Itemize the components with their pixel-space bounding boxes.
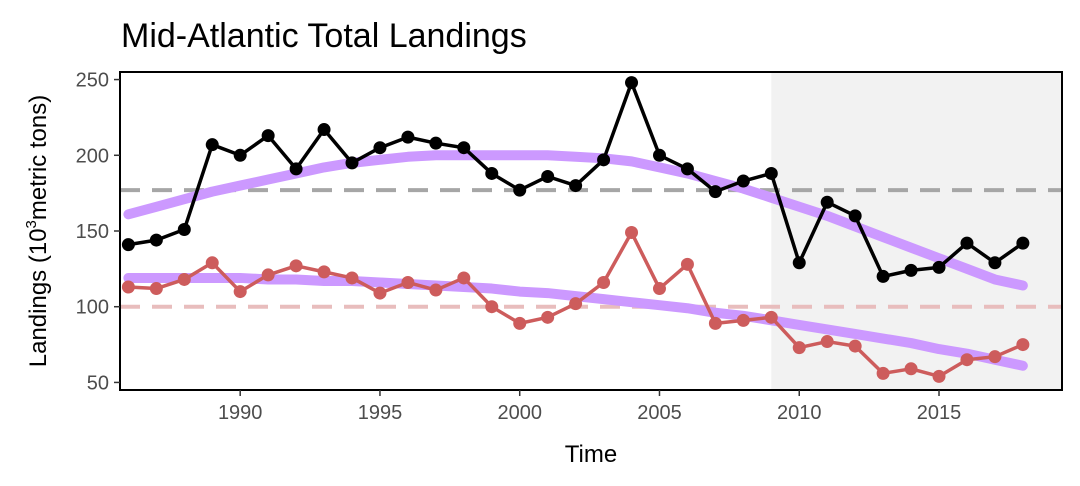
data-point bbox=[820, 335, 834, 349]
data-point bbox=[736, 174, 750, 188]
data-point bbox=[457, 271, 471, 285]
data-point bbox=[429, 136, 443, 150]
data-point bbox=[177, 272, 191, 286]
data-point bbox=[317, 265, 331, 279]
data-point bbox=[513, 316, 527, 330]
data-point bbox=[904, 362, 918, 376]
x-tick-label: 2005 bbox=[637, 402, 682, 424]
data-point bbox=[736, 313, 750, 327]
x-tick-label: 1990 bbox=[218, 402, 263, 424]
y-tick-label: 150 bbox=[76, 221, 109, 243]
data-point bbox=[261, 268, 275, 282]
data-point bbox=[149, 282, 163, 296]
data-point bbox=[988, 350, 1002, 364]
data-point bbox=[205, 138, 219, 152]
data-point bbox=[597, 153, 611, 167]
data-point bbox=[680, 162, 694, 176]
data-point bbox=[1016, 338, 1030, 352]
data-point bbox=[988, 256, 1002, 270]
data-point bbox=[485, 300, 499, 314]
data-point bbox=[289, 162, 303, 176]
data-point bbox=[1016, 236, 1030, 250]
data-point bbox=[876, 269, 890, 283]
data-point bbox=[513, 183, 527, 197]
data-point bbox=[792, 341, 806, 355]
data-point bbox=[708, 185, 722, 199]
x-tick-label: 1995 bbox=[358, 402, 403, 424]
data-point bbox=[652, 282, 666, 296]
data-point bbox=[820, 195, 834, 209]
data-point bbox=[373, 141, 387, 155]
data-point bbox=[205, 256, 219, 270]
trend-line-1 bbox=[123, 272, 1028, 371]
data-point bbox=[932, 260, 946, 274]
data-point bbox=[625, 76, 639, 90]
data-point bbox=[121, 280, 135, 294]
data-point bbox=[541, 169, 555, 183]
data-point bbox=[764, 310, 778, 324]
data-point bbox=[625, 226, 639, 240]
data-point bbox=[401, 275, 415, 289]
data-point bbox=[904, 263, 918, 277]
data-point bbox=[680, 257, 694, 271]
data-point bbox=[541, 310, 555, 324]
data-point bbox=[401, 130, 415, 144]
data-point bbox=[708, 316, 722, 330]
data-point bbox=[177, 222, 191, 236]
data-point bbox=[876, 366, 890, 380]
data-point bbox=[652, 148, 666, 162]
x-tick-label: 2010 bbox=[777, 402, 822, 424]
data-point bbox=[233, 148, 247, 162]
chart-title: Mid-Atlantic Total Landings bbox=[121, 17, 527, 55]
data-point bbox=[960, 236, 974, 250]
data-point bbox=[457, 141, 471, 155]
data-point bbox=[121, 238, 135, 252]
data-point bbox=[597, 275, 611, 289]
trend-line-0 bbox=[123, 150, 1028, 291]
y-tick-label: 50 bbox=[87, 372, 109, 394]
data-point bbox=[485, 166, 499, 180]
data-point bbox=[429, 283, 443, 297]
x-axis-title: Time bbox=[565, 441, 617, 468]
y-tick-label: 200 bbox=[76, 145, 109, 167]
data-point bbox=[569, 179, 583, 193]
data-point bbox=[569, 297, 583, 311]
x-tick-label: 2015 bbox=[917, 402, 962, 424]
data-point bbox=[848, 209, 862, 223]
x-tick-label: 2000 bbox=[497, 402, 542, 424]
y-tick-label: 250 bbox=[76, 70, 109, 92]
data-point bbox=[345, 271, 359, 285]
recent-period-shading bbox=[771, 72, 1062, 390]
y-axis-title: Landings (103metric tons) bbox=[23, 95, 52, 367]
data-point bbox=[261, 129, 275, 143]
data-point bbox=[149, 233, 163, 247]
data-point bbox=[764, 166, 778, 180]
data-point bbox=[289, 259, 303, 273]
data-point bbox=[932, 369, 946, 383]
data-point bbox=[317, 123, 331, 137]
y-tick-label: 100 bbox=[76, 297, 109, 319]
data-point bbox=[233, 285, 247, 299]
data-point bbox=[345, 156, 359, 170]
data-point bbox=[373, 286, 387, 300]
data-point bbox=[792, 256, 806, 270]
data-point bbox=[960, 353, 974, 367]
data-point bbox=[848, 339, 862, 353]
